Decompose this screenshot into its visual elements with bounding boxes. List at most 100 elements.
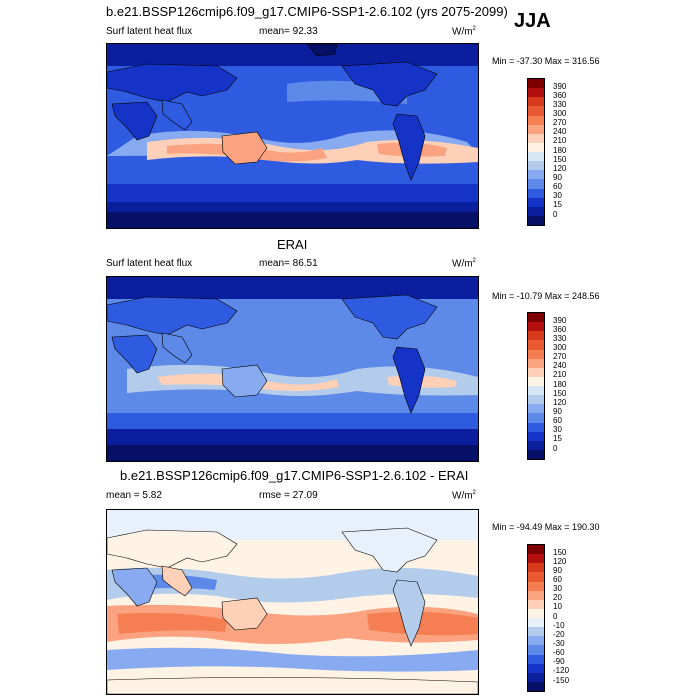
panel3-colorbar-label: 120 bbox=[553, 557, 567, 566]
panel1-colorbar-swatch bbox=[528, 179, 544, 189]
panel3-colorbar-swatch bbox=[528, 618, 544, 628]
panel3-colorbar-label: 60 bbox=[553, 575, 562, 584]
panel2-colorbar-label: 210 bbox=[553, 370, 567, 379]
panel2-colorbar-label: 150 bbox=[553, 389, 567, 398]
panel3-colorbar-label: -30 bbox=[553, 639, 565, 648]
panel2-colorbar-swatch bbox=[528, 395, 544, 405]
panel2-colorbar-swatch bbox=[528, 331, 544, 341]
panel2-colorbar-swatch bbox=[528, 367, 544, 377]
panel2-range-label: Min = -10.79 Max = 248.56 bbox=[492, 291, 600, 301]
panel3-colorbar-swatch bbox=[528, 563, 544, 573]
panel2-colorbar-swatch bbox=[528, 349, 544, 359]
panel3-colorbar bbox=[527, 544, 545, 692]
panel3-colorbar-label: 10 bbox=[553, 602, 562, 611]
panel3-map bbox=[106, 509, 479, 695]
panel2-title: ERAI bbox=[277, 237, 308, 252]
panel1-colorbar-swatch bbox=[528, 79, 544, 89]
panel3-colorbar-swatch bbox=[528, 663, 544, 673]
panel3-colorbar-swatch bbox=[528, 599, 544, 609]
panel3-title: b.e21.BSSP126cmip6.f09_g17.CMIP6-SSP1-2.… bbox=[120, 468, 469, 483]
panel1-colorbar-label: 60 bbox=[553, 182, 562, 191]
panel1-map bbox=[106, 43, 479, 229]
panel1-colorbar-label: 180 bbox=[553, 146, 567, 155]
panel3-colorbar-label: 0 bbox=[553, 612, 558, 621]
panel2-colorbar-label: 330 bbox=[553, 334, 567, 343]
panel2-colorbar-swatch bbox=[528, 313, 544, 323]
panel2-colorbar-label: 0 bbox=[553, 444, 558, 453]
panel2-variable-label: Surf latent heat flux bbox=[106, 258, 193, 269]
panel2-colorbar-label: 300 bbox=[553, 343, 567, 352]
panel3-colorbar-swatch bbox=[528, 654, 544, 664]
panel1-colorbar-label: 15 bbox=[553, 200, 562, 209]
panel1-range-label: Min = -37.30 Max = 316.56 bbox=[492, 56, 600, 66]
panel1-units-label: W/m2 bbox=[452, 26, 476, 38]
panel1-colorbar-swatch bbox=[528, 115, 544, 125]
panel2-colorbar-label: 15 bbox=[553, 434, 562, 443]
panel2-colorbar-label: 90 bbox=[553, 407, 562, 416]
panel1-colorbar-swatch bbox=[528, 161, 544, 171]
panel1-colorbar-swatch bbox=[528, 124, 544, 134]
panel2-colorbar-swatch bbox=[528, 340, 544, 350]
panel1-colorbar-swatch bbox=[528, 88, 544, 98]
panel1-colorbar-label: 270 bbox=[553, 118, 567, 127]
panel2-colorbar-label: 30 bbox=[553, 425, 562, 434]
panel1-colorbar-label: 240 bbox=[553, 127, 567, 136]
panel3-colorbar-swatch bbox=[528, 608, 544, 618]
panel3-colorbar-swatch bbox=[528, 672, 544, 682]
panel2-colorbar-swatch bbox=[528, 322, 544, 332]
panel1-colorbar-label: 390 bbox=[553, 82, 567, 91]
panel2-colorbar-swatch bbox=[528, 440, 544, 450]
panel2-colorbar-swatch bbox=[528, 449, 544, 459]
panel2-colorbar-label: 240 bbox=[553, 361, 567, 370]
season-label: JJA bbox=[514, 10, 551, 32]
panel2-colorbar-swatch bbox=[528, 386, 544, 396]
panel3-colorbar-label: -20 bbox=[553, 630, 565, 639]
panel2-colorbar-label: 60 bbox=[553, 416, 562, 425]
panel1-colorbar-swatch bbox=[528, 206, 544, 216]
panel3-colorbar-label: -90 bbox=[553, 657, 565, 666]
panel1-colorbar-label: 150 bbox=[553, 155, 567, 164]
panel1-colorbar-swatch bbox=[528, 106, 544, 116]
panel2-colorbar-label: 360 bbox=[553, 325, 567, 334]
panel2-colorbar-label: 270 bbox=[553, 352, 567, 361]
panel3-colorbar-swatch bbox=[528, 636, 544, 646]
panel1-colorbar-label: 0 bbox=[553, 210, 558, 219]
panel1-colorbar-swatch bbox=[528, 170, 544, 180]
panel3-colorbar-label: 30 bbox=[553, 584, 562, 593]
panel2-colorbar bbox=[527, 312, 545, 460]
panel1-mean-label: mean= 92.33 bbox=[259, 26, 318, 37]
panel3-colorbar-swatch bbox=[528, 545, 544, 555]
panel3-colorbar-swatch bbox=[528, 590, 544, 600]
panel3-colorbar-swatch bbox=[528, 627, 544, 637]
panel3-rmse-label: rmse = 27.09 bbox=[259, 490, 318, 501]
panel3-colorbar-label: -10 bbox=[553, 621, 565, 630]
panel1-colorbar-label: 360 bbox=[553, 91, 567, 100]
panel1-colorbar-swatch bbox=[528, 215, 544, 225]
panel1-colorbar-swatch bbox=[528, 197, 544, 207]
panel2-colorbar-swatch bbox=[528, 431, 544, 441]
panel3-colorbar-swatch bbox=[528, 645, 544, 655]
panel3-colorbar-swatch bbox=[528, 554, 544, 564]
panel2-map bbox=[106, 276, 479, 462]
panel2-colorbar-swatch bbox=[528, 376, 544, 386]
panel1-colorbar-swatch bbox=[528, 188, 544, 198]
panel1-colorbar-swatch bbox=[528, 97, 544, 107]
panel2-colorbar-label: 120 bbox=[553, 398, 567, 407]
panel2-colorbar-swatch bbox=[528, 422, 544, 432]
panel3-colorbar-label: 150 bbox=[553, 548, 567, 557]
panel1-colorbar-label: 120 bbox=[553, 164, 567, 173]
panel2-units-label: W/m2 bbox=[452, 258, 476, 270]
panel2-colorbar-swatch bbox=[528, 358, 544, 368]
panel3-colorbar-label: -150 bbox=[553, 676, 570, 685]
panel3-units-label: W/m2 bbox=[452, 490, 476, 502]
panel3-colorbar-label: -60 bbox=[553, 648, 565, 657]
panel1-colorbar-swatch bbox=[528, 142, 544, 152]
panel2-colorbar-swatch bbox=[528, 404, 544, 414]
panel2-mean-label: mean= 86.51 bbox=[259, 258, 318, 269]
panel3-range-label: Min = -94.49 Max = 190.30 bbox=[492, 522, 600, 532]
panel3-colorbar-swatch bbox=[528, 581, 544, 591]
panel1-colorbar-label: 210 bbox=[553, 136, 567, 145]
panel3-colorbar-label: 90 bbox=[553, 566, 562, 575]
panel1-variable-label: Surf latent heat flux bbox=[106, 26, 193, 37]
panel1-colorbar-label: 300 bbox=[553, 109, 567, 118]
